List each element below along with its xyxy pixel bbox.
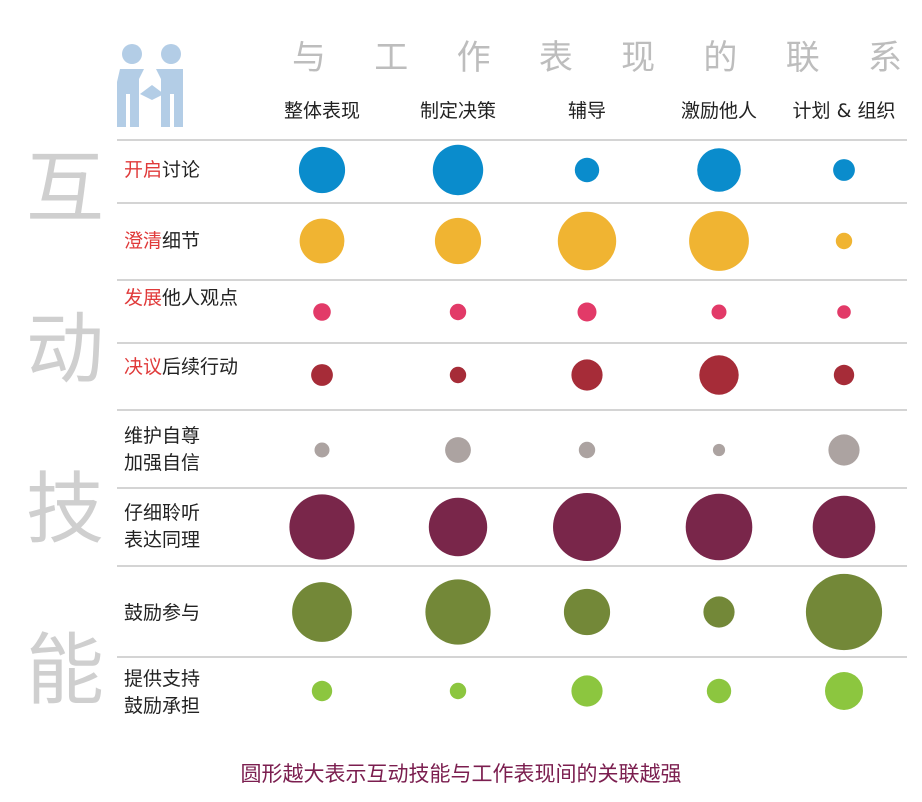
bubble: [712, 443, 726, 457]
bubble: [445, 437, 471, 463]
row-label-line: 加强自信: [124, 452, 201, 474]
bubble: [314, 442, 330, 458]
column-title-char: 的: [703, 38, 738, 78]
column-title-char: 现: [621, 38, 656, 78]
vertical-title-char: 互: [25, 144, 104, 234]
vertical-title: 互动技能: [20, 150, 110, 710]
bubble: [574, 157, 600, 183]
bubble: [578, 441, 596, 459]
bubble: [449, 682, 467, 700]
column-title-char: 作: [456, 38, 491, 78]
row-label-line: 鼓励承担: [124, 695, 201, 717]
bubble: [571, 675, 603, 707]
column-group-title: 与工作表现的联系: [292, 36, 902, 80]
row-label: 决议后续行动: [124, 354, 238, 381]
column-title-char: 工: [374, 38, 409, 78]
bubble: [292, 582, 352, 642]
row-label-highlight: 开启: [124, 159, 163, 181]
column-header: 制定决策: [419, 100, 497, 122]
row-label-highlight: 发展: [124, 287, 163, 309]
bubble: [298, 146, 346, 194]
vertical-title-char: 技: [25, 465, 104, 556]
bubble: [577, 302, 597, 322]
column-header: 激励他人: [680, 100, 758, 122]
row-label-line: 鼓励参与: [124, 602, 201, 624]
row-label: 鼓励参与: [124, 600, 200, 627]
bubble: [299, 218, 345, 264]
row-label-highlight: 澄清: [124, 230, 163, 252]
row-label-text: 后续行动: [162, 356, 239, 378]
row-label-highlight: 决议: [124, 356, 163, 378]
bubble: [837, 305, 851, 319]
row-label: 开启讨论: [124, 157, 200, 184]
row-label: 仔细聆听 表达同理: [124, 500, 200, 554]
bubble: [311, 364, 333, 386]
bubble: [563, 588, 611, 636]
row-label-line: 仔细聆听: [124, 502, 201, 524]
row-label-line: 表达同理: [124, 529, 201, 551]
bubble: [697, 148, 741, 192]
bubble: [557, 211, 617, 271]
bubble: [699, 355, 739, 395]
bubble: [311, 680, 333, 702]
column-header: 整体表现: [283, 100, 361, 122]
row-label-line: 维护自尊: [124, 425, 201, 447]
chart-caption: 圆形越大表示互动技能与工作表现间的关联越强: [240, 762, 682, 786]
bubble: [833, 159, 855, 181]
bubble: [289, 494, 355, 560]
bubble: [833, 364, 855, 386]
bubble: [571, 359, 603, 391]
bubble: [812, 495, 876, 559]
column-title-char: 与: [292, 38, 326, 78]
bubble: [703, 596, 735, 628]
row-label: 澄清细节: [124, 228, 200, 255]
bubble: [706, 678, 732, 704]
bubble: [828, 434, 860, 466]
row-label: 维护自尊 加强自信: [124, 423, 200, 477]
bubble: [685, 493, 753, 561]
bubble: [432, 144, 484, 196]
bubble: [425, 579, 491, 645]
row-divider-lines: [117, 139, 907, 658]
row-label-text: 讨论: [162, 159, 201, 181]
column-title-char: 表: [538, 38, 573, 78]
bubble: [805, 573, 883, 651]
bubble: [428, 497, 488, 557]
row-label-text: 细节: [162, 230, 201, 252]
row-label-line: 提供支持: [124, 668, 201, 690]
bubble: [449, 366, 467, 384]
row-label: 发展他人观点: [124, 285, 238, 312]
vertical-title-char: 能: [25, 625, 104, 716]
bubble: [553, 493, 621, 561]
bubble: [825, 672, 863, 710]
row-label: 提供支持 鼓励承担: [124, 666, 200, 720]
bubble: [689, 211, 749, 271]
vertical-title-char: 动: [25, 304, 104, 395]
row-label-text: 他人观点: [162, 287, 239, 309]
handshake-icon: [117, 44, 183, 127]
bubbles-layer: [289, 144, 883, 710]
bubble: [711, 304, 727, 320]
bubble: [434, 217, 482, 265]
bubble: [313, 303, 331, 321]
bubble: [835, 232, 853, 250]
column-header: 计划 & 组织: [792, 100, 896, 122]
column-title-char: 系: [867, 38, 902, 78]
column-title-char: 联: [785, 38, 820, 78]
column-header: 辅导: [567, 100, 607, 122]
bubble: [449, 303, 467, 321]
